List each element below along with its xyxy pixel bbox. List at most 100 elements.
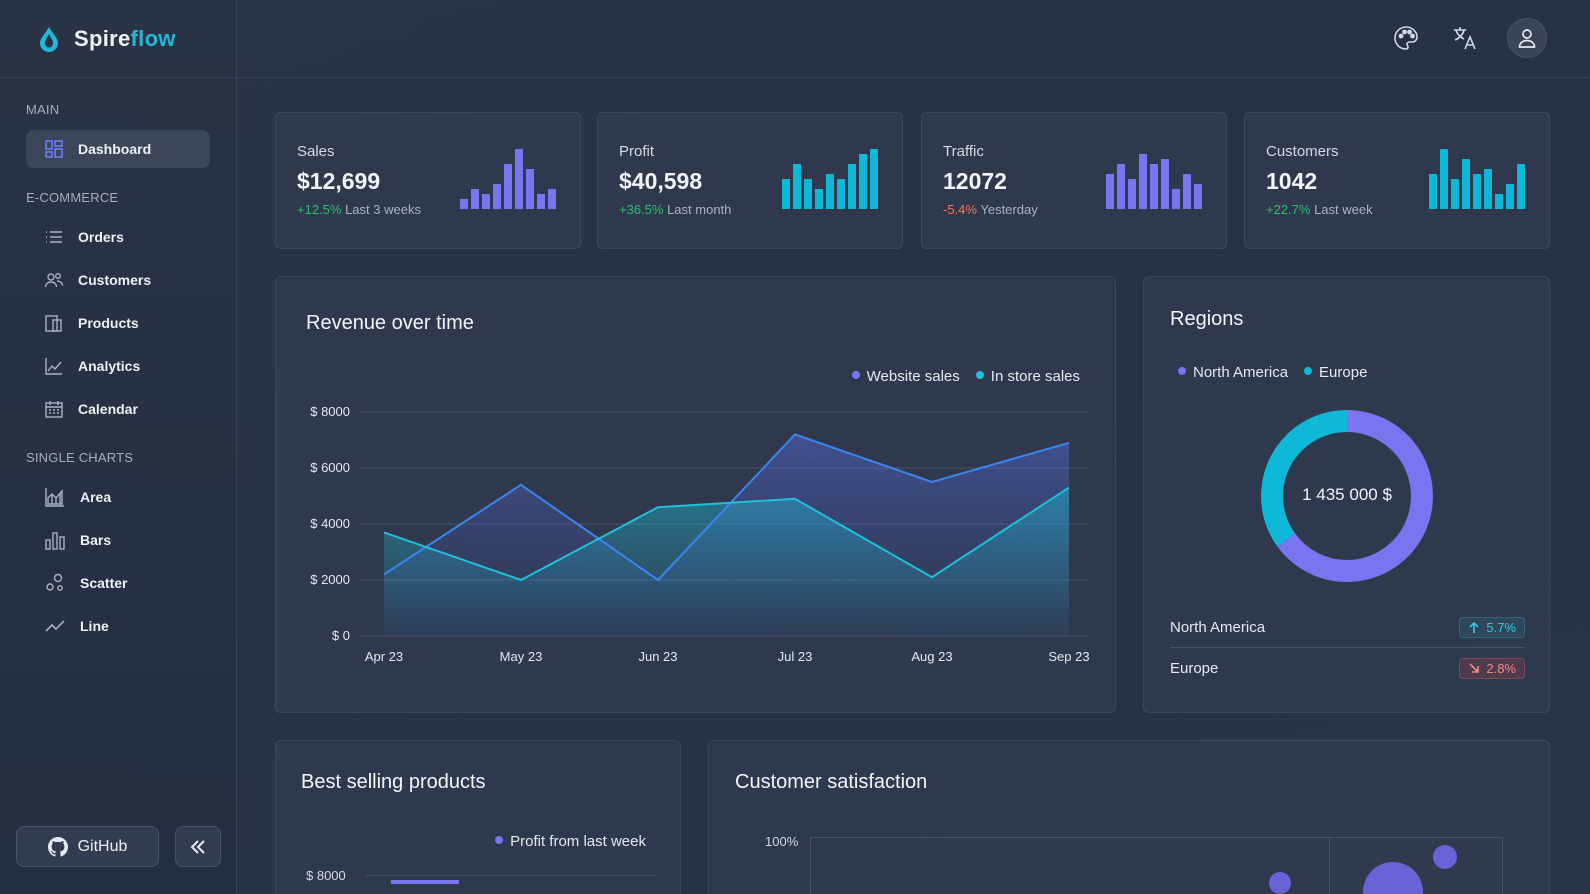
legend-item-instore[interactable]: In store sales <box>975 368 1080 385</box>
kpi-bar <box>1484 169 1492 209</box>
x-axis-tick-label: May 23 <box>500 649 543 664</box>
region-row-europe: Europe 2.8% <box>1170 648 1525 688</box>
sidebar-item-products[interactable]: Products <box>26 304 210 342</box>
y-axis-tick: 100% <box>765 834 799 849</box>
kpi-subtitle: -5.4% Yesterday <box>943 202 1038 217</box>
language-button[interactable] <box>1445 18 1485 58</box>
arrow-up-icon <box>1469 621 1479 633</box>
kpi-bar <box>1440 149 1448 209</box>
arrow-down-right-icon <box>1469 663 1480 673</box>
legend-item-europe[interactable]: Europe <box>1304 364 1367 381</box>
sidebar-item-label: Area <box>80 489 112 505</box>
kpi-sparkbar-chart <box>460 149 556 209</box>
kpi-bar <box>826 174 834 209</box>
kpi-bar <box>815 189 823 209</box>
kpi-card-traffic: Traffic 12072 -5.4% Yesterday <box>921 112 1227 249</box>
bar-top <box>391 880 459 884</box>
kpi-bar <box>1194 184 1202 209</box>
translate-icon <box>1454 27 1476 50</box>
kpi-bar <box>1451 179 1459 209</box>
kpi-bar <box>537 194 545 209</box>
y-axis-tick: $ 8000 <box>306 868 346 883</box>
sidebar-item-customers[interactable]: Customers <box>26 261 210 299</box>
grid-line <box>1329 837 1330 894</box>
area-chart-icon <box>45 488 64 507</box>
section-label-single-charts: SINGLE CHARTS <box>26 450 134 465</box>
scatter-point <box>1433 845 1457 869</box>
x-axis-tick-label: Sep 23 <box>1048 649 1089 664</box>
kpi-bar <box>837 179 845 209</box>
kpi-bar <box>1462 159 1470 209</box>
region-name: North America <box>1170 619 1266 636</box>
kpi-title: Profit <box>619 143 655 160</box>
kpi-bar <box>526 169 534 209</box>
kpi-bar <box>504 164 512 209</box>
sidebar-item-label: Orders <box>78 229 124 245</box>
x-axis-tick-label: Apr 23 <box>365 649 403 664</box>
donut-slice-europe <box>1261 410 1433 582</box>
satisfaction-title: Customer satisfaction <box>735 771 928 793</box>
kpi-subtitle: +12.5% Last 3 weeks <box>297 202 421 217</box>
github-label: GitHub <box>77 837 128 855</box>
kpi-bar <box>782 179 790 209</box>
section-label-main: MAIN <box>26 102 60 117</box>
sidebar-item-line[interactable]: Line <box>26 607 210 645</box>
regions-title: Regions <box>1170 308 1244 330</box>
kpi-bar <box>1517 164 1525 209</box>
kpi-card-customers: Customers 1042 +22.7% Last week <box>1244 112 1550 249</box>
legend-item-profit[interactable]: Profit from last week <box>495 833 646 850</box>
kpi-title: Sales <box>297 143 335 160</box>
sidebar-item-label: Dashboard <box>78 141 152 157</box>
scatter-icon <box>46 573 63 591</box>
kpi-bar <box>1139 154 1147 209</box>
legend-item-website[interactable]: Website sales <box>851 368 960 385</box>
revenue-card: Revenue over time Website sales In store… <box>275 276 1116 713</box>
kpi-value: 1042 <box>1266 168 1318 194</box>
kpi-bar <box>460 199 468 209</box>
region-name: Europe <box>1170 659 1219 677</box>
sidebar-item-bars[interactable]: Bars <box>26 521 210 559</box>
region-row-north-america: North America 5.7% <box>1170 608 1525 648</box>
region-change-badge: 5.7% <box>1459 617 1525 638</box>
scatter-grid <box>810 837 1503 894</box>
collapse-sidebar-button[interactable] <box>175 826 221 867</box>
list-icon <box>46 231 62 243</box>
line-chart-icon <box>45 620 65 632</box>
kpi-bar <box>1183 174 1191 209</box>
sidebar-item-orders[interactable]: Orders <box>26 218 210 256</box>
github-button[interactable]: GitHub <box>16 826 159 867</box>
area-fill-instore <box>384 487 1069 636</box>
satisfaction-card: Customer satisfaction 100% <box>708 740 1550 894</box>
kpi-subtitle: +36.5% Last month <box>619 202 732 217</box>
best-selling-title: Best selling products <box>301 771 486 793</box>
legend-item-north-america[interactable]: North America <box>1178 364 1288 381</box>
sidebar-item-label: Calendar <box>78 401 138 417</box>
revenue-title: Revenue over time <box>306 312 474 334</box>
kpi-bar <box>482 194 490 209</box>
kpi-sparkbar-chart <box>1429 149 1525 209</box>
kpi-bar <box>1106 174 1114 209</box>
x-axis-tick-label: Aug 23 <box>911 649 952 664</box>
sidebar-item-calendar[interactable]: Calendar <box>26 390 210 428</box>
kpi-value: $12,699 <box>297 168 381 194</box>
sidebar-item-label: Bars <box>80 532 112 548</box>
kpi-bar <box>793 164 801 209</box>
user-menu-button[interactable] <box>1507 18 1547 58</box>
sidebar-item-analytics[interactable]: Analytics <box>26 347 210 385</box>
regions-legend: North America Europe <box>1178 364 1367 381</box>
y-axis-tick-label: $ 0 <box>332 628 350 643</box>
sidebar-item-scatter[interactable]: Scatter <box>26 564 210 602</box>
sidebar-item-label: Scatter <box>80 575 128 591</box>
sidebar-item-area[interactable]: Area <box>26 478 210 516</box>
sidebar-item-dashboard[interactable]: Dashboard <box>26 130 210 168</box>
kpi-title: Traffic <box>943 143 984 160</box>
kpi-bar <box>804 179 812 209</box>
kpi-subtitle: +22.7% Last week <box>1266 202 1373 217</box>
palette-icon <box>1394 26 1418 50</box>
best-selling-card: Best selling products Profit from last w… <box>275 740 681 894</box>
y-axis-tick-label: $ 8000 <box>310 404 350 419</box>
chevrons-left-icon <box>190 839 205 854</box>
logo[interactable]: Spireflow <box>0 0 236 78</box>
kpi-card-profit: Profit $40,598 +36.5% Last month <box>597 112 903 249</box>
theme-button[interactable] <box>1386 18 1426 58</box>
